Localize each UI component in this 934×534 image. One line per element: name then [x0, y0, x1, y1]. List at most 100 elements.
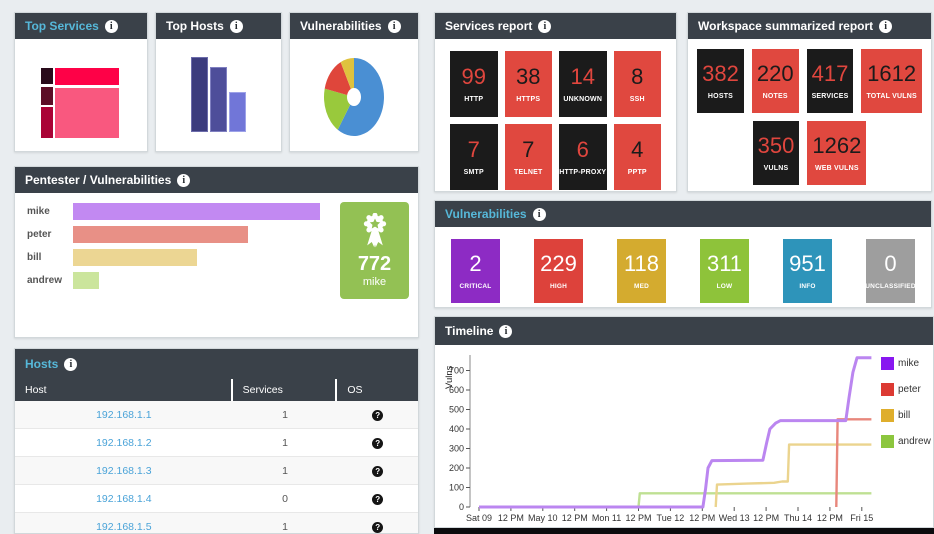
tile-label: INFO: [799, 282, 816, 290]
severity-tile-low[interactable]: 311 LOW: [700, 239, 749, 303]
legend-item-andrew: andrew: [881, 435, 931, 448]
host-link[interactable]: 192.168.1.3: [96, 464, 152, 477]
top-hosts-bar-chart: [156, 39, 281, 151]
tile-label: HTTP-PROXY: [559, 168, 607, 176]
severity-tile-info[interactable]: 951 INFO: [783, 239, 832, 303]
tile-value: 951: [789, 250, 826, 276]
service-count-tile: 6 HTTP-PROXY: [559, 124, 607, 190]
tile-label: WEB VULNS: [814, 164, 859, 172]
hosts-header: Hosts: [15, 349, 418, 379]
panel-title: Vulnerabilities: [300, 19, 382, 33]
workspace-count-tile: 1612 TOTAL VULNS: [861, 49, 922, 113]
info-icon[interactable]: [532, 207, 546, 221]
column-header-os[interactable]: OS: [347, 384, 363, 396]
tile-value: 0: [884, 250, 897, 276]
timeline-series-andrew: [637, 492, 872, 508]
os-unknown-icon: [372, 437, 384, 449]
pentester-bar: [73, 226, 249, 243]
severity-tile-critical[interactable]: 2 CRITICAL: [451, 239, 500, 303]
tile-label: HIGH: [549, 282, 568, 290]
host-link[interactable]: 192.168.1.4: [96, 492, 152, 505]
host-services-count: 1: [282, 436, 288, 449]
svg-text:Tue 12: Tue 12: [657, 513, 685, 523]
info-icon[interactable]: [387, 19, 401, 33]
severity-tiles: 2 CRITICAL 229 HIGH 118 MED 311 LOW 951 INFO 0 UNCL…: [435, 227, 931, 315]
svg-text:700: 700: [449, 366, 464, 376]
svg-text:12 PM: 12 PM: [625, 513, 651, 523]
severity-tile-unclassified[interactable]: 0 UNCLASSIFIED: [865, 239, 916, 303]
legend-swatch: [881, 435, 894, 448]
legend-swatch: [881, 357, 894, 370]
host-row: 192.168.1.5 1: [15, 513, 418, 533]
severity-tile-high[interactable]: 229 HIGH: [534, 239, 583, 303]
services-report-header: Services report: [435, 13, 676, 39]
timeline-chart-body: 0 100 200 300 400 500 600 700 Vulns Sat 09 12 PM Ma…: [435, 345, 933, 529]
pie-slice-high: [324, 62, 354, 97]
pentester-bar-chart: mike peter bill andrew: [27, 203, 320, 295]
pentester-bar-track: [73, 203, 320, 220]
tile-label: LOW: [716, 282, 733, 290]
host-services-count: 1: [282, 520, 288, 533]
tile-value: 4: [631, 136, 644, 162]
workspace-count-tile: 382 HOSTS: [697, 49, 744, 113]
info-icon[interactable]: [499, 324, 513, 338]
workspace-count-tile: 1262 WEB VULNS: [807, 121, 867, 185]
host-row: 192.168.1.2 1: [15, 429, 418, 457]
host-services-count: 1: [282, 464, 288, 477]
host-row: 192.168.1.1 1: [15, 401, 418, 429]
svg-text:Vulns: Vulns: [444, 365, 455, 389]
info-icon[interactable]: [879, 19, 893, 33]
pentester-header: Pentester / Vulnerabilities: [15, 167, 418, 193]
severity-tile-med[interactable]: 118 MED: [617, 239, 666, 303]
svg-text:May 10: May 10: [528, 513, 558, 523]
pentester-bar: [73, 203, 320, 220]
info-icon[interactable]: [64, 357, 78, 371]
timeline-line-chart: 0 100 200 300 400 500 600 700 Vulns Sat 09 12 PM Ma…: [437, 347, 877, 534]
panel-pentester-vulnerabilities: Pentester / Vulnerabilities mike peter bil…: [14, 166, 419, 338]
pentester-bar: [73, 272, 99, 289]
svg-text:100: 100: [449, 483, 464, 493]
legend-label: bill: [898, 410, 911, 421]
host-link[interactable]: 192.168.1.5: [96, 520, 152, 533]
host-link[interactable]: 192.168.1.2: [96, 436, 152, 449]
panel-title: Top Services: [25, 19, 99, 33]
column-header-services[interactable]: Services: [233, 379, 338, 401]
pentester-name: bill: [27, 252, 42, 263]
svg-text:Thu 14: Thu 14: [784, 513, 812, 523]
badge-name: mike: [362, 276, 387, 288]
top-hosts-bars: [156, 57, 281, 132]
column-header-host[interactable]: Host: [15, 379, 233, 401]
info-icon[interactable]: [538, 19, 552, 33]
info-icon[interactable]: [104, 19, 118, 33]
tile-label: VULNS: [763, 164, 789, 172]
legend-label: mike: [898, 358, 920, 369]
treemap-block: [55, 68, 120, 86]
svg-text:300: 300: [449, 444, 464, 454]
panel-workspace-report: Workspace summarized report 382 HOSTS 220 N…: [687, 12, 932, 192]
panel-vulnerabilities-severity: Vulnerabilities 2 CRITICAL 229 HIGH 118 MED 31…: [434, 200, 932, 308]
panel-vulnerabilities-pie: Vulnerabilities: [289, 12, 419, 152]
tile-value: 311: [706, 250, 743, 276]
pentester-bar-track: [73, 272, 320, 289]
legend-label: peter: [898, 384, 921, 395]
tile-value: 118: [623, 250, 660, 276]
workspace-tiles-row1: 382 HOSTS 220 NOTES 417 SERVICES 1612 TOTAL VUL…: [688, 49, 931, 113]
os-unknown-icon: [372, 465, 384, 477]
tile-value: 38: [516, 63, 541, 89]
panel-title: Pentester / Vulnerabilities: [25, 173, 172, 187]
info-icon[interactable]: [177, 173, 191, 187]
svg-text:Sat 09: Sat 09: [466, 513, 492, 523]
info-icon[interactable]: [229, 19, 243, 33]
svg-text:12 PM: 12 PM: [689, 513, 715, 523]
tile-label: HOSTS: [707, 92, 734, 100]
window-bottom-edge: [434, 528, 934, 534]
host-services-count: 1: [282, 408, 288, 421]
host-link[interactable]: 192.168.1.1: [96, 408, 152, 421]
panel-title: Workspace summarized report: [698, 19, 874, 33]
host-bar: [210, 67, 227, 132]
treemap-block: [40, 68, 53, 84]
pentester-bar-row: bill: [27, 249, 320, 266]
host-bar: [229, 92, 246, 132]
host-bar: [191, 57, 208, 132]
